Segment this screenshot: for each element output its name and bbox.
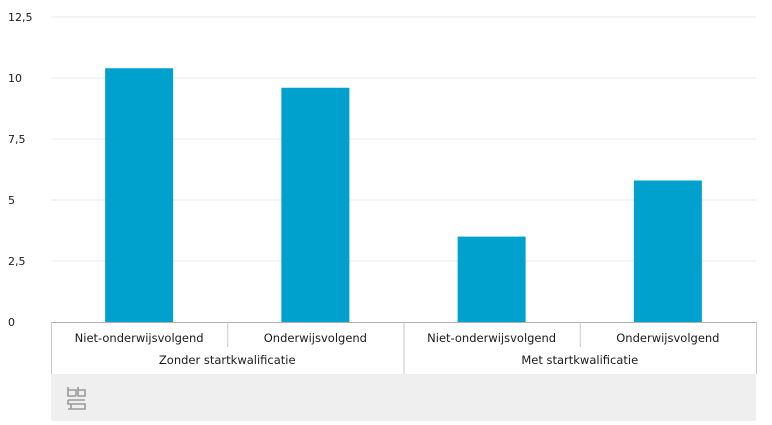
y-tick-label: 5 [8, 194, 15, 207]
bar [457, 236, 526, 322]
x-tick-label: Niet-onderwijsvolgend [427, 331, 556, 345]
chart-footer [51, 374, 756, 421]
y-tick-label: 10 [8, 72, 22, 85]
x-tick-label: Onderwijsvolgend [264, 331, 367, 345]
y-tick-label: 12,5 [8, 11, 33, 24]
y-tick-label: 0 [8, 316, 15, 329]
group-label: Met startkwalificatie [521, 353, 638, 367]
bar [105, 68, 174, 323]
cbs-logo-icon [67, 387, 86, 410]
y-tick-label: 2,5 [8, 255, 26, 268]
group-label: Zonder startkwalificatie [159, 353, 296, 367]
bar [633, 180, 702, 322]
x-tick-label: Onderwijsvolgend [616, 331, 719, 345]
x-tick-label: Niet-onderwijsvolgend [75, 331, 204, 345]
y-tick-label: 7,5 [8, 133, 26, 146]
bar [281, 87, 350, 322]
